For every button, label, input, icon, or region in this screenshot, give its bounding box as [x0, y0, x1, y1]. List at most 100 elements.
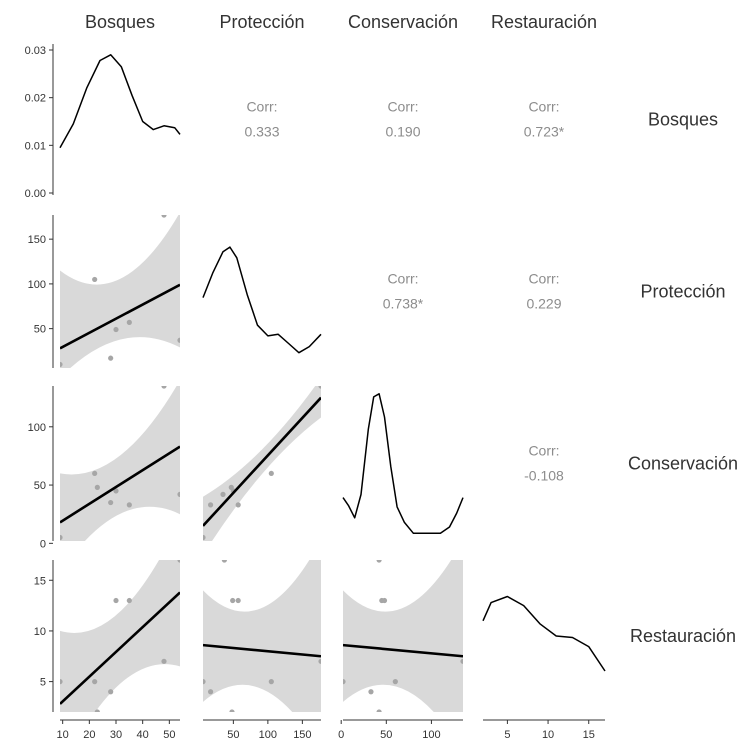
- column-label-proteccion: Protección: [219, 12, 304, 32]
- row-label-bosques: Bosques: [648, 110, 718, 130]
- data-point: [381, 597, 388, 604]
- column-label-bosques: Bosques: [85, 12, 155, 32]
- x-tick-label: 5: [504, 729, 510, 741]
- row-label-conservacion: Conservación: [628, 454, 738, 474]
- density-curve-conservacion: [342, 393, 464, 535]
- panel-proteccion-vs-proteccion: [202, 246, 322, 354]
- column-label-conservacion: Conservación: [348, 12, 458, 32]
- data-point: [161, 386, 167, 389]
- data-point: [113, 488, 119, 494]
- y-tick-label: 15: [34, 575, 46, 587]
- data-point: [268, 470, 274, 477]
- data-point: [126, 502, 132, 508]
- data-point: [268, 679, 274, 685]
- y-axis-bosques: 0.00 0.01 0.02 0.03: [25, 44, 54, 200]
- regression-line: [203, 643, 321, 658]
- panel-proteccion-vs-conservacion: Corr: 0.738*: [383, 271, 424, 312]
- data-point: [161, 658, 167, 664]
- data-point: [126, 597, 132, 604]
- density-curve-proteccion: [202, 246, 322, 354]
- regression-line: [60, 445, 180, 524]
- data-point: [343, 679, 346, 685]
- data-point: [460, 658, 463, 664]
- x-axis-restauracion: 5 10 15: [483, 719, 605, 741]
- panel-proteccion-vs-bosques: [60, 215, 180, 368]
- corr-value: 0.723*: [524, 124, 565, 140]
- y-tick-label: 50: [34, 324, 46, 336]
- y-tick-label: 10: [34, 626, 46, 638]
- x-tick-label: 100: [422, 729, 440, 741]
- data-point: [92, 276, 98, 283]
- data-point: [221, 560, 227, 563]
- y-tick-label: 50: [34, 480, 46, 492]
- x-tick-label: 100: [259, 729, 277, 741]
- data-point: [203, 679, 206, 685]
- regression-line: [203, 396, 321, 527]
- panel-restauracion-vs-restauracion: [482, 595, 606, 672]
- y-tick-label: 0.00: [25, 188, 46, 200]
- data-point: [229, 709, 235, 712]
- x-tick-label: 50: [380, 729, 392, 741]
- data-point: [220, 491, 226, 497]
- x-tick-label: 10: [542, 729, 554, 741]
- panel-conservacion-vs-bosques: [60, 386, 180, 541]
- panel-bosques-vs-conservacion: Corr: 0.190: [385, 99, 420, 140]
- data-point: [108, 689, 114, 695]
- confidence-band: [60, 560, 180, 712]
- y-tick-label: 0.01: [25, 140, 46, 152]
- y-axis-restauracion: 5 10 15: [34, 560, 54, 712]
- corr-label: Corr:: [246, 99, 277, 115]
- x-tick-label: 20: [83, 729, 95, 741]
- x-axis-bosques: 10 20 30 40 50: [57, 719, 180, 741]
- data-point: [92, 679, 98, 685]
- data-point: [207, 502, 214, 508]
- data-point: [235, 597, 241, 604]
- regression-line: [60, 283, 180, 350]
- y-axis-conservacion: 0 50 100: [28, 386, 54, 550]
- data-point: [60, 534, 63, 541]
- y-tick-label: 100: [28, 279, 46, 291]
- confidence-band: [203, 386, 321, 541]
- data-point: [207, 689, 214, 695]
- x-tick-label: 0: [338, 729, 344, 741]
- panel-content: [60, 560, 180, 712]
- data-point: [108, 499, 114, 506]
- corr-label: Corr:: [528, 271, 559, 287]
- data-point: [113, 597, 119, 604]
- corr-label: Corr:: [528, 443, 559, 459]
- y-tick-label: 100: [28, 422, 46, 434]
- regression-line: [60, 591, 180, 705]
- data-point: [92, 470, 98, 477]
- row-label-proteccion: Protección: [640, 282, 725, 302]
- panel-conservacion-vs-restauracion: Corr: -0.108: [524, 443, 564, 484]
- y-tick-label: 0: [40, 538, 46, 550]
- panel-conservacion-vs-conservacion: [342, 393, 464, 535]
- panel-bosques-vs-bosques: [59, 54, 181, 149]
- corr-value: 0.738*: [383, 296, 424, 312]
- panel-content: [203, 560, 321, 712]
- y-axis-proteccion: 50 100 150: [28, 215, 54, 368]
- panel-restauracion-vs-proteccion: [203, 560, 321, 712]
- corr-value: -0.108: [524, 468, 564, 484]
- x-axis-conservacion: 0 50 100: [338, 719, 463, 741]
- panel-restauracion-vs-conservacion: [343, 560, 463, 712]
- density-curve-bosques: [59, 54, 181, 149]
- confidence-band: [60, 215, 180, 368]
- y-tick-label: 0.03: [25, 45, 46, 57]
- corr-label: Corr:: [528, 99, 559, 115]
- data-point: [161, 215, 167, 218]
- panel-bosques-vs-proteccion: Corr: 0.333: [244, 99, 279, 140]
- panel-conservacion-vs-proteccion: [203, 386, 321, 541]
- panel-restauracion-vs-bosques: [60, 560, 180, 712]
- confidence-band: [60, 386, 180, 541]
- regression-line: [343, 643, 463, 658]
- data-point: [60, 679, 63, 685]
- x-tick-label: 50: [163, 729, 175, 741]
- data-point: [177, 560, 180, 563]
- data-point: [318, 658, 321, 664]
- y-tick-label: 0.02: [25, 93, 46, 105]
- data-point: [230, 597, 236, 604]
- x-tick-label: 150: [293, 729, 311, 741]
- data-point: [60, 361, 63, 368]
